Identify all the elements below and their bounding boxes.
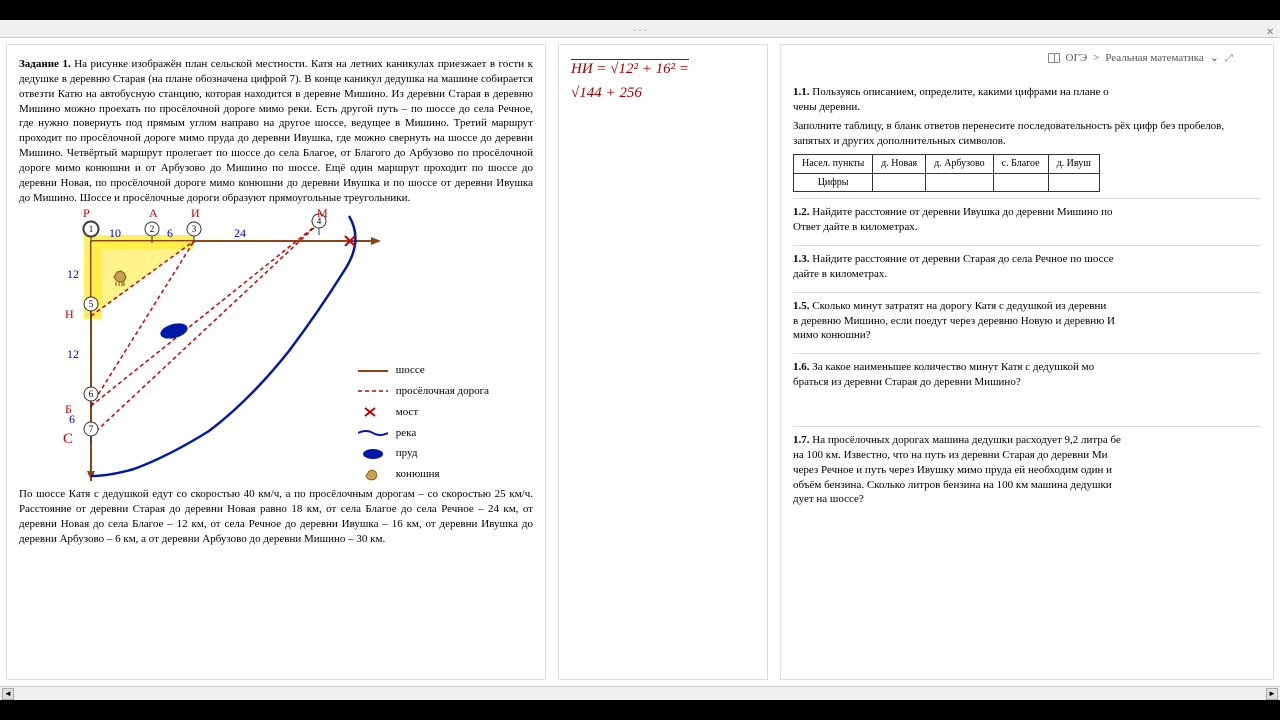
leg-l4: река xyxy=(396,424,416,443)
legend: шоссе просёлочная дорога мост река пруд … xyxy=(358,361,489,485)
q11c: Заполните таблицу, в бланк ответов перен… xyxy=(793,119,1261,149)
q17: 1.7. На просёлочных дорогах машина дедуш… xyxy=(793,426,1261,513)
q11a: Пользуясь описанием, определите, какими … xyxy=(812,86,1108,98)
svg-text:3: 3 xyxy=(192,224,197,234)
bc-sub: Реальная математика xyxy=(1105,51,1203,66)
th5: д. Ивуш xyxy=(1048,155,1099,174)
answer-table: Насел. пунктыд. Новаяд. Арбузовос. Благо… xyxy=(793,154,1100,192)
window-tabbar: . . . × xyxy=(0,20,1280,38)
video-topbar xyxy=(0,0,1280,20)
mid-pane: НИ = √12² + 16² = √144 + 256 xyxy=(558,44,768,680)
leg-l5: пруд xyxy=(396,444,418,463)
leg-l3: мост xyxy=(396,403,418,422)
breadcrumb[interactable]: ОГЭ > Реальная математика ⌄ ⤢ xyxy=(1048,51,1233,66)
right-pane: ОГЭ > Реальная математика ⌄ ⤢ 1.1. Польз… xyxy=(780,44,1274,680)
lbl-A: А xyxy=(149,205,158,221)
svg-text:2: 2 xyxy=(150,224,155,234)
expand-icon[interactable]: ⤢ xyxy=(1225,52,1233,66)
leg-l2: просёлочная дорога xyxy=(396,382,489,401)
leg-l6: конюшня xyxy=(396,465,440,484)
svg-text:1: 1 xyxy=(89,224,94,234)
main-content: Задание 1. На рисунке изображён план сел… xyxy=(0,38,1280,686)
scroll-right-icon[interactable]: ► xyxy=(1266,688,1278,700)
task-text2: По шоссе Катя с дедушкой едут со скорост… xyxy=(19,487,533,546)
task-title: Задание 1. xyxy=(19,58,71,70)
scroll-left-icon[interactable]: ◄ xyxy=(2,688,14,700)
task-text: Задание 1. На рисунке изображён план сел… xyxy=(19,57,533,205)
q12: 1.2. Найдите расстояние от деревни Ивушк… xyxy=(793,198,1261,241)
h-scrollbar[interactable]: ◄ ► xyxy=(0,686,1280,700)
d12a: 12 xyxy=(67,266,79,282)
q13: 1.3. Найдите расстояние от деревни Стара… xyxy=(793,245,1261,288)
svg-text:6: 6 xyxy=(89,389,94,399)
d6: 6 xyxy=(167,225,173,241)
chevron-down-icon: ⌄ xyxy=(1210,51,1219,66)
video-bottombar xyxy=(0,700,1280,720)
map-diagram: 1 2 3 4 5 6 7 Р А И М Н Б С 10 6 24 xyxy=(79,211,459,481)
leg-l1: шоссе xyxy=(396,361,425,380)
tab-dots: . . . xyxy=(634,22,647,36)
book-icon xyxy=(1048,53,1060,63)
close-icon[interactable]: × xyxy=(1266,24,1274,43)
bc-cat: ОГЭ xyxy=(1066,51,1088,66)
task-p1: На рисунке изображён план сельской местн… xyxy=(19,58,533,204)
lbl-C: С xyxy=(63,429,73,449)
d24: 24 xyxy=(234,225,246,241)
d12b: 12 xyxy=(67,346,79,362)
lbl-N: Н xyxy=(65,306,74,322)
th4: с. Благое xyxy=(993,155,1048,174)
th1: Насел. пункты xyxy=(794,155,873,174)
lbl-P: Р xyxy=(83,205,90,221)
db6: 6 xyxy=(69,411,75,427)
lbl-I: И xyxy=(191,205,200,221)
q16: 1.6. За какое наименьшее количество мину… xyxy=(793,353,1261,396)
q15: 1.5. Сколько минут затратят на дорогу Ка… xyxy=(793,292,1261,350)
svg-text:7: 7 xyxy=(89,424,94,434)
lbl-M: М xyxy=(317,205,328,221)
tr: Цифры xyxy=(794,173,873,192)
d10: 10 xyxy=(109,225,121,241)
th3: д. Арбузово xyxy=(926,155,994,174)
task-p2: По шоссе Катя с дедушкой едут со скорост… xyxy=(19,487,533,546)
calc-line1: НИ = √12² + 16² = xyxy=(571,57,755,81)
svg-text:5: 5 xyxy=(89,299,94,309)
left-pane: Задание 1. На рисунке изображён план сел… xyxy=(6,44,546,680)
th2: д. Новая xyxy=(873,155,926,174)
q11b: чены деревни. xyxy=(793,101,860,113)
calc-line2: √144 + 256 xyxy=(571,81,755,105)
